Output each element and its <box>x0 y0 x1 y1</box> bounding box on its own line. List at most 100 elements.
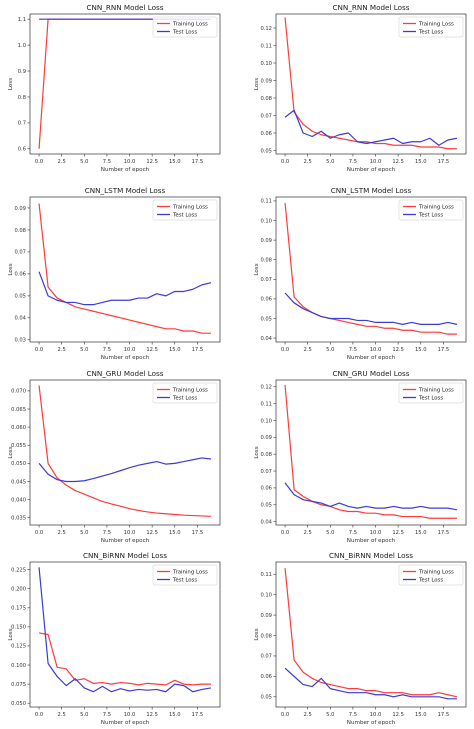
x-tick-label: 10.0 <box>370 712 382 718</box>
y-tick-label: 0.200 <box>11 587 26 593</box>
chart-panel-1: CNN_RNN Model Loss 0.0 2.5 5.0 7.5 10.0 12.5 15… <box>8 3 221 173</box>
x-tick-label: 2.5 <box>304 530 312 536</box>
series-line-training-loss <box>38 203 211 334</box>
x-tick-label: 15.0 <box>169 347 181 353</box>
y-tick-label: 0.05 <box>14 294 26 300</box>
plot-frame <box>29 13 221 155</box>
x-tick-label: 0.0 <box>35 530 43 536</box>
series-line-test-loss <box>284 109 458 146</box>
y-tick-label: 0.040 <box>11 497 26 503</box>
x-tick-label: 5.0 <box>326 530 334 536</box>
y-tick-label: 0.08 <box>260 452 272 458</box>
x-tick-label: 12.5 <box>146 712 158 718</box>
x-tick-label: 2.5 <box>58 530 66 536</box>
y-tick-label: 0.05 <box>260 503 272 509</box>
x-tick-label: 17.5 <box>438 712 450 718</box>
x-tick-label: 0.0 <box>281 712 289 718</box>
y-axis-label: Loss <box>8 446 14 458</box>
legend-label: Training Loss <box>418 204 454 210</box>
x-tick-label: 12.5 <box>392 347 404 353</box>
x-tick-label: 10.0 <box>124 347 136 353</box>
x-tick-label: 12.5 <box>146 159 158 165</box>
y-tick-label: 1.0 <box>18 43 26 49</box>
y-tick-label: 0.07 <box>260 654 272 660</box>
y-tick-label: 0.175 <box>11 606 26 612</box>
chart-panel-8: CNN_BiRNN Model Loss 0.0 2.5 5.0 7.5 10.0 12.5… <box>254 551 467 726</box>
legend: Training Loss Test Loss <box>398 199 464 221</box>
x-axis-label: Number of epoch <box>101 355 150 361</box>
legend-label: Test Loss <box>172 29 197 35</box>
y-tick-label: 0.06 <box>14 272 26 278</box>
x-tick-label: 17.5 <box>192 347 204 353</box>
x-tick-label: 17.5 <box>438 530 450 536</box>
y-tick-label: 0.09 <box>260 435 272 441</box>
x-tick-label: 7.5 <box>103 347 111 353</box>
x-tick-label: 5.0 <box>80 159 88 165</box>
x-tick-label: 10.0 <box>370 530 382 536</box>
x-tick-label: 17.5 <box>438 159 450 165</box>
x-tick-label: 0.0 <box>281 530 289 536</box>
y-axis-label: Loss <box>8 263 14 275</box>
y-tick-label: 0.11 <box>260 572 272 578</box>
legend-label: Training Loss <box>172 204 208 210</box>
x-tick-label: 0.0 <box>35 159 43 165</box>
plot-frame <box>29 379 221 526</box>
x-axis-label: Number of epoch <box>347 167 396 173</box>
chart-title: CNN_RNN Model Loss <box>332 3 409 12</box>
x-tick-label: 7.5 <box>349 347 357 353</box>
y-tick-label: 0.09 <box>260 238 272 244</box>
y-tick-label: 0.6 <box>18 147 26 153</box>
legend-label: Test Loss <box>172 577 197 583</box>
y-tick-label: 0.05 <box>260 695 272 701</box>
y-tick-label: 0.11 <box>260 199 272 205</box>
y-tick-label: 0.12 <box>260 26 272 32</box>
x-tick-label: 5.0 <box>326 347 334 353</box>
series-line-test-loss <box>284 667 457 700</box>
legend: Training Loss Test Loss <box>152 382 218 404</box>
legend-label: Test Loss <box>418 395 443 401</box>
series-line-test-loss <box>38 271 212 306</box>
x-tick-label: 7.5 <box>349 712 357 718</box>
y-tick-label: 0.08 <box>260 96 272 102</box>
x-tick-label: 0.0 <box>35 712 43 718</box>
y-tick-label: 0.07 <box>260 113 272 119</box>
chart-panel-2: CNN_RNN Model Loss 0.0 2.5 5.0 7.5 10.0 12.5 15… <box>254 3 467 173</box>
x-tick-label: 12.5 <box>146 347 158 353</box>
y-tick-label: 0.03 <box>14 338 26 344</box>
x-tick-label: 5.0 <box>80 347 88 353</box>
x-tick-label: 10.0 <box>370 347 382 353</box>
y-tick-label: 0.09 <box>260 78 272 84</box>
legend: Training Loss Test Loss <box>152 564 218 586</box>
x-tick-label: 2.5 <box>58 347 66 353</box>
legend-label: Training Loss <box>418 21 454 27</box>
x-tick-label: 15.0 <box>415 159 427 165</box>
y-tick-label: 0.070 <box>11 389 26 395</box>
series-line-test-loss <box>284 482 458 511</box>
y-axis-label: Loss <box>254 446 260 458</box>
x-tick-label: 17.5 <box>438 347 450 353</box>
y-tick-label: 0.07 <box>14 250 26 256</box>
chart-panel-4: CNN_LSTM Model Loss 0.0 2.5 5.0 7.5 10.0 12.5 1… <box>254 186 467 361</box>
legend: Training Loss Test Loss <box>152 199 218 221</box>
legend-label: Training Loss <box>172 387 208 393</box>
x-tick-label: 2.5 <box>304 159 312 165</box>
y-tick-label: 0.035 <box>11 516 26 522</box>
plot-frame <box>275 379 467 526</box>
legend: Training Loss Test Loss <box>152 16 218 38</box>
series-line-training-loss <box>38 632 211 686</box>
x-axis-label: Number of epoch <box>101 538 150 544</box>
x-tick-label: 5.0 <box>326 159 334 165</box>
legend-label: Test Loss <box>418 212 443 218</box>
x-tick-label: 15.0 <box>415 530 427 536</box>
series-line-training-loss <box>284 568 458 698</box>
x-tick-label: 5.0 <box>326 712 334 718</box>
y-tick-label: 0.125 <box>11 644 26 650</box>
chart-title: CNN_BiRNN Model Loss <box>329 551 413 560</box>
x-tick-label: 15.0 <box>169 159 181 165</box>
x-tick-label: 17.5 <box>192 530 204 536</box>
x-tick-label: 5.0 <box>80 530 88 536</box>
y-tick-label: 0.050 <box>11 461 26 467</box>
y-tick-label: 0.10 <box>260 418 272 424</box>
y-tick-label: 0.04 <box>260 519 272 525</box>
y-tick-label: 0.10 <box>260 592 272 598</box>
